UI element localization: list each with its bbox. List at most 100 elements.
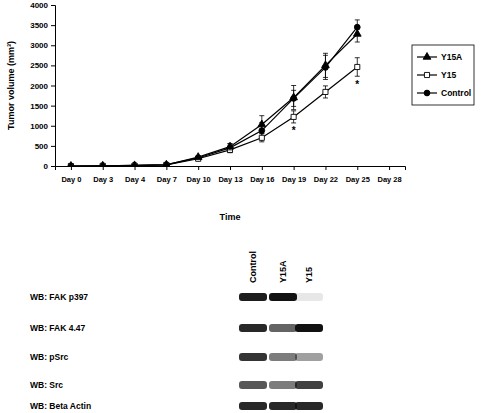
x-tick-mark bbox=[389, 166, 390, 170]
marker bbox=[355, 64, 360, 69]
y-tick-label: 3500 bbox=[30, 21, 48, 30]
marker bbox=[291, 114, 296, 119]
band bbox=[269, 353, 297, 361]
marker bbox=[67, 162, 75, 166]
x-tick-mark bbox=[325, 166, 326, 170]
x-tick: Day 3 bbox=[93, 166, 113, 184]
x-tick-label: Day 0 bbox=[61, 175, 81, 184]
series bbox=[68, 58, 359, 166]
band bbox=[239, 381, 267, 389]
x-tick: Day 16 bbox=[250, 166, 274, 184]
x-tick: Day 22 bbox=[314, 166, 338, 184]
y-tick: 1000 bbox=[30, 122, 55, 131]
legend-marker bbox=[424, 90, 430, 96]
lane-label: Y15 bbox=[304, 267, 314, 283]
y-tick-label: 2500 bbox=[30, 61, 48, 70]
y-tick-label: 4000 bbox=[30, 1, 48, 10]
marker bbox=[226, 142, 234, 149]
y-tick-mark bbox=[51, 106, 55, 107]
error-bar bbox=[291, 111, 296, 123]
band bbox=[239, 293, 267, 301]
band bbox=[269, 293, 297, 301]
legend-label: Control bbox=[441, 88, 471, 98]
x-tick-mark bbox=[357, 166, 358, 170]
error-bar bbox=[355, 58, 360, 77]
y-tick: 3500 bbox=[30, 21, 55, 30]
annotation: * bbox=[355, 79, 359, 90]
series-line bbox=[71, 27, 357, 166]
y-tick-label: 2000 bbox=[30, 82, 48, 91]
row-label: WB: Src bbox=[30, 380, 63, 390]
band bbox=[269, 381, 297, 389]
x-axis-title: Time bbox=[220, 212, 241, 222]
band bbox=[269, 324, 297, 332]
y-tick-mark bbox=[51, 166, 55, 167]
band bbox=[269, 402, 297, 410]
marker bbox=[258, 120, 266, 127]
y-tick: 1500 bbox=[30, 102, 55, 111]
y-tick: 2500 bbox=[30, 61, 55, 70]
x-tick-label: Day 13 bbox=[218, 175, 242, 184]
y-tick: 0 bbox=[44, 162, 55, 171]
x-tick-mark bbox=[198, 166, 199, 170]
y-tick-label: 0 bbox=[44, 162, 49, 171]
x-tick-label: Day 25 bbox=[346, 175, 370, 184]
figure: 05001000150020002500300035004000Day 0Day… bbox=[0, 0, 500, 413]
plot-area bbox=[67, 20, 361, 166]
y-tick-label: 500 bbox=[35, 142, 49, 151]
series bbox=[68, 20, 360, 166]
band bbox=[239, 353, 267, 361]
x-tick-mark bbox=[166, 166, 167, 170]
band bbox=[239, 402, 267, 410]
lane-label: Y15A bbox=[278, 260, 288, 283]
x-tick: Day 28 bbox=[377, 166, 401, 184]
error-bar bbox=[259, 134, 264, 142]
y-axis: 05001000150020002500300035004000 bbox=[30, 1, 55, 171]
x-tick-mark bbox=[230, 166, 231, 170]
x-tick-label: Day 16 bbox=[250, 175, 274, 184]
y-tick: 500 bbox=[35, 142, 55, 151]
x-tick-mark bbox=[262, 166, 263, 170]
marker bbox=[194, 153, 202, 160]
legend-label: Y15 bbox=[441, 70, 456, 80]
x-tick-mark bbox=[135, 166, 136, 170]
series-line bbox=[71, 34, 357, 166]
x-tick-label: Day 3 bbox=[93, 175, 113, 184]
series bbox=[67, 26, 361, 166]
x-axis: Day 0Day 3Day 4Day 7Day 10Day 13Day 16Da… bbox=[56, 166, 406, 184]
legend-box bbox=[412, 45, 474, 105]
x-tick: Day 19 bbox=[282, 166, 306, 184]
y-tick-mark bbox=[51, 146, 55, 147]
band bbox=[295, 381, 323, 389]
x-tick: Day 13 bbox=[218, 166, 242, 184]
band bbox=[295, 293, 323, 301]
legend-marker bbox=[423, 53, 431, 60]
row-label: WB: FAK 4.47 bbox=[30, 323, 86, 333]
y-tick-mark bbox=[51, 5, 55, 6]
x-axis-line bbox=[56, 167, 406, 171]
band bbox=[295, 324, 323, 332]
marker bbox=[131, 161, 139, 166]
x-tick-mark bbox=[294, 166, 295, 170]
row-label: WB: pSrc bbox=[30, 352, 69, 362]
marker bbox=[290, 93, 298, 100]
y-tick-label: 1500 bbox=[30, 102, 48, 111]
x-tick: Day 0 bbox=[61, 166, 81, 184]
lane-label: Control bbox=[248, 251, 258, 283]
marker bbox=[259, 135, 264, 140]
x-tick-label: Day 22 bbox=[314, 175, 338, 184]
blot: ControlY15AY15WB: FAK p397WB: FAK 4.47WB… bbox=[30, 251, 323, 411]
annotation: * bbox=[292, 125, 296, 136]
x-tick-label: Day 10 bbox=[187, 175, 211, 184]
marker bbox=[162, 160, 170, 166]
x-tick-label: Day 7 bbox=[157, 175, 177, 184]
band bbox=[239, 324, 267, 332]
y-tick-mark bbox=[51, 126, 55, 127]
y-tick: 2000 bbox=[30, 82, 55, 91]
series-line bbox=[71, 67, 357, 166]
x-tick: Day 7 bbox=[157, 166, 177, 184]
y-tick-label: 1000 bbox=[30, 122, 48, 131]
legend-label: Y15A bbox=[441, 52, 462, 62]
legend-marker bbox=[424, 72, 429, 77]
x-tick: Day 10 bbox=[187, 166, 211, 184]
